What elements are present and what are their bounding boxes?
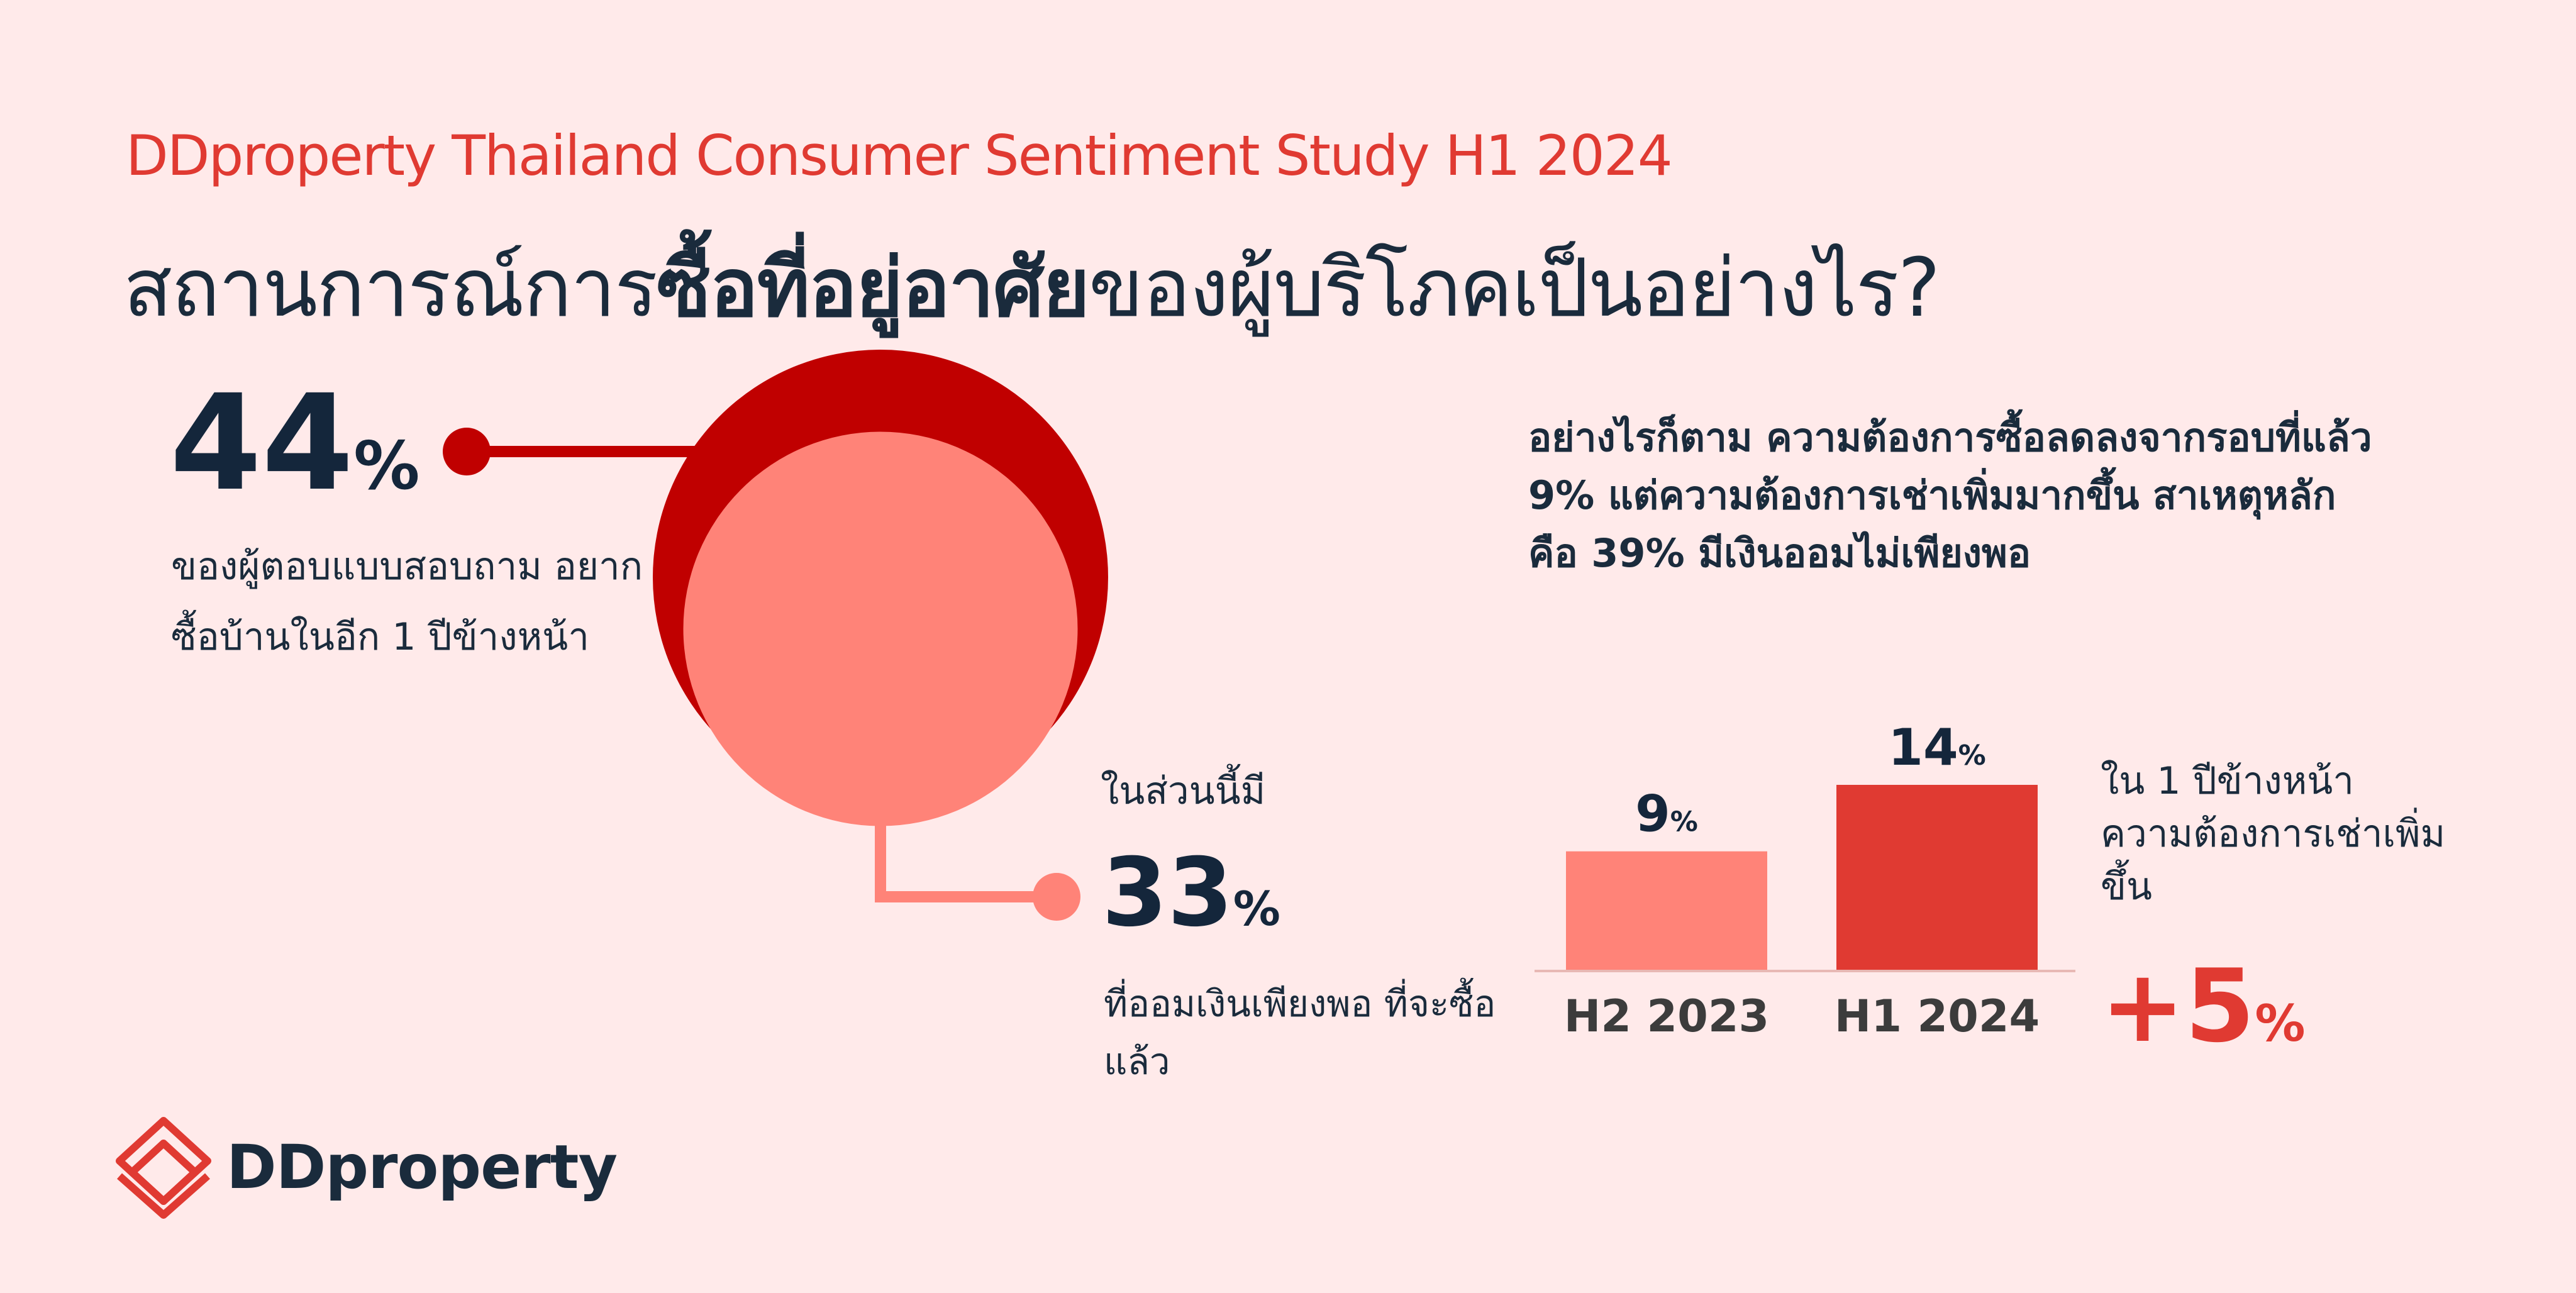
- stat-saving-number: 33: [1102, 838, 1233, 948]
- rent-note: ใน 1 ปีข้างหน้า ความต้องการเช่าเพิ่มขึ้น: [2101, 759, 2446, 909]
- kicker-title: DDproperty Thailand Consumer Sentiment S…: [126, 123, 1673, 188]
- headline-suffix: ของผู้บริโภคเป็นอย่างไร?: [1089, 241, 1940, 335]
- rent-change-value: +5: [2101, 947, 2255, 1065]
- bar-value-label: 9%: [1635, 785, 1698, 843]
- x-tick-label: H1 2024: [1835, 991, 2040, 1042]
- rent-change: +5%: [2101, 956, 2306, 1057]
- stat-buy-description: ของผู้ตอบแบบสอบถาม อยากซื้อบ้านในอีก 1 ป…: [171, 545, 643, 659]
- bar-h1-2024: [1836, 785, 2038, 971]
- headline: สถานการณ์การซื้อที่อยู่อาศัยของผู้บริโภค…: [123, 224, 1940, 352]
- stat-saving-description: ที่ออมเงินเพียงพอ ที่จะซื้อแล้ว: [1104, 982, 1496, 1083]
- ddproperty-logo-icon: [116, 1117, 211, 1219]
- rent-demand-bar-chart: 9% H2 2023 14% H1 2024: [1535, 718, 2075, 1042]
- connector-line-33: [875, 755, 1057, 902]
- stat-saving-value: 33%: [1102, 846, 1280, 940]
- headline-prefix: สถานการณ์การ: [123, 241, 658, 335]
- x-tick-label: H2 2023: [1564, 991, 1769, 1042]
- headline-bold: ซื้อที่อยู่อาศัย: [657, 241, 1090, 335]
- connector-dot-33: [1033, 873, 1080, 921]
- stat-buy-unit: %: [353, 428, 420, 504]
- inner-circle-33: [683, 431, 1078, 826]
- bar-value-label: 14%: [1888, 718, 1985, 777]
- stat-buy-value: 44%: [170, 377, 419, 509]
- bar-h2-2023: [1566, 851, 1767, 971]
- stat-saving-unit: %: [1233, 881, 1280, 936]
- brand-name: DDproperty: [226, 1132, 618, 1202]
- insight-text: อย่างไรก็ตาม ความต้องการซื้อลดลงจากรอบที…: [1528, 414, 2372, 576]
- connector-dot-44: [443, 428, 491, 475]
- rent-change-unit: %: [2255, 994, 2306, 1053]
- stat-saving-intro: ในส่วนนี้มี: [1101, 769, 1266, 813]
- stat-buy-number: 44: [170, 366, 354, 520]
